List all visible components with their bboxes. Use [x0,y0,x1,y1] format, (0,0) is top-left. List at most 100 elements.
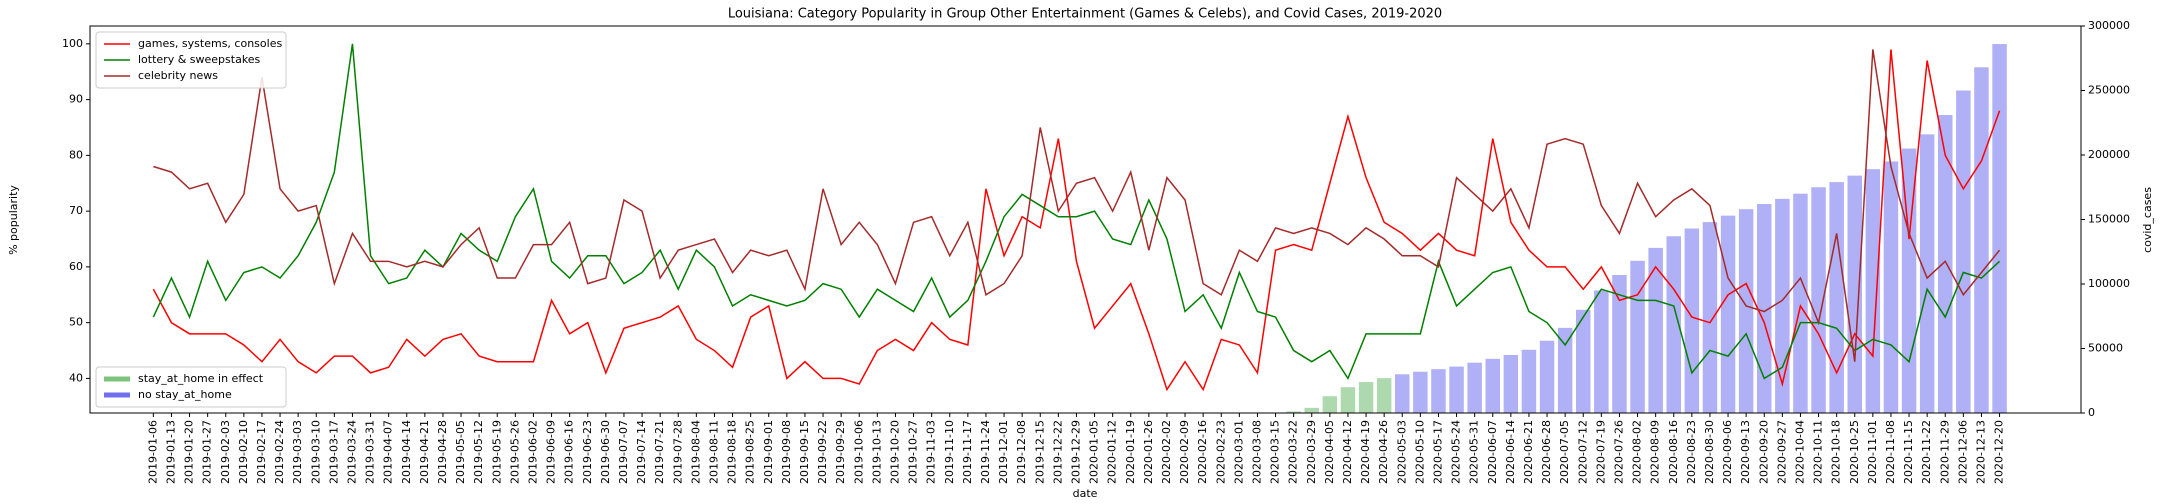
bar [1413,371,1428,413]
bar [1557,327,1573,413]
x-tick-label: 2019-07-14 [635,420,648,484]
line-series [153,49,2001,362]
x-tick-label: 2020-07-26 [1612,420,1625,484]
legend: games, systems, consoles lottery & sweeps… [95,31,287,89]
x-tick-label: 2019-02-03 [219,420,232,484]
x-tick-label: 2020-06-21 [1522,420,1535,484]
bar [1974,67,1989,413]
bar [1702,222,1718,413]
x-tick-label: 2019-01-27 [201,420,214,484]
x-tick-label: 2019-08-18 [726,420,739,484]
x-tick-label: 2019-11-10 [943,420,956,484]
bar [1358,382,1374,413]
x-tick-label: 2019-06-02 [526,420,539,484]
legend-label: no stay_at_home [138,388,232,401]
x-tick-label: 2019-05-12 [472,420,485,484]
x-tick-label: 2019-03-10 [309,420,322,484]
x-tick-label: 2020-01-26 [1142,420,1155,484]
x-tick-label: 2020-05-17 [1431,420,1444,484]
y-tick-label: 90 [69,93,83,106]
x-tick-label: 2020-06-28 [1540,420,1553,484]
x-tick-label: 2019-07-21 [653,420,666,484]
y-tick-label: 80 [69,148,83,161]
y2-axis-label: covid_cases [2141,187,2154,253]
x-tick-label: 2019-05-19 [490,420,503,484]
bar [1847,175,1862,413]
x-tick-label: 2020-08-09 [1649,420,1662,484]
bar [1648,247,1663,413]
bar [1395,374,1410,413]
bar [1829,182,1844,413]
x-tick-label: 2019-02-10 [237,420,250,484]
y-tick-label: 100 [62,37,83,50]
bar [1811,187,1826,413]
x-tick-label: 2019-01-06 [146,420,159,484]
y-tick-label: 50 [69,316,83,329]
y2-tick-label: 50000 [2088,342,2123,355]
bar [1521,349,1537,413]
bar [1720,215,1736,413]
x-tick-label: 2020-03-15 [1269,420,1282,484]
x-tick-label: 2019-08-25 [744,420,757,484]
x-tick-label: 2020-09-27 [1775,420,1788,484]
x-tick-label: 2019-11-03 [925,420,938,484]
bar [1992,44,2007,414]
bar [1883,161,1899,413]
line-series [152,43,2001,381]
x-tick-label: 2019-03-03 [291,420,304,484]
y2-tick-label: 300000 [2088,19,2130,32]
x-tick-label: 2019-12-15 [1033,420,1046,484]
x-tick-label: 2019-03-31 [364,420,377,484]
bar [1376,378,1392,413]
y2-tick-label: 150000 [2088,213,2130,226]
x-tick-label: 2020-11-29 [1938,420,1951,484]
x-tick-label: 2020-02-23 [1214,420,1227,484]
bar [1865,169,1881,413]
bar [1576,309,1591,413]
x-tick-label: 2019-04-28 [436,420,449,484]
x-tick-label: 2020-05-24 [1450,420,1463,484]
x-tick-label: 2019-12-29 [1069,420,1082,484]
x-tick-label: 2019-04-21 [418,420,431,484]
x-tick-label: 2020-12-06 [1956,420,1969,484]
bar [1919,134,1935,414]
bar [1738,209,1754,413]
x-tick-label: 2020-10-04 [1793,420,1806,484]
bar [1684,228,1700,413]
x-tick-label: 2019-10-27 [907,420,920,484]
y-tick-label: 60 [69,260,83,273]
bar [1431,369,1446,413]
x-tick-label: 2019-02-17 [255,420,268,484]
bar [1612,274,1627,413]
x-tick-label: 2020-01-05 [1088,420,1101,484]
x-tick-label: 2019-07-07 [617,420,630,484]
x-tick-label: 2019-09-01 [762,420,775,484]
x-tick-label: 2020-03-22 [1287,420,1300,484]
x-tick-label: 2019-10-06 [852,420,865,484]
bar [1539,340,1555,413]
x-tick-label: 2020-01-19 [1124,420,1137,484]
x-tick-label: 2019-01-20 [183,420,196,484]
bar [1793,193,1808,413]
x-tick-label: 2020-07-19 [1594,420,1607,484]
line-series [152,49,2001,392]
x-tick-label: 2020-12-20 [1993,420,2006,484]
legend-box [95,31,287,89]
x-tick-label: 2019-09-15 [798,420,811,484]
x-tick-label: 2020-01-12 [1106,420,1119,484]
x-tick-label: 2020-11-08 [1884,420,1897,484]
x-tick-label: 2019-07-28 [671,420,684,484]
legend-label: celebrity news [138,69,218,82]
x-tick-label: 2020-04-26 [1377,420,1390,484]
y-tick-label: 40 [69,371,83,384]
x-tick-label: 2020-06-07 [1486,420,1499,484]
x-tick-label: 2020-08-23 [1685,420,1698,484]
x-tick-label: 2019-09-08 [780,420,793,484]
legend-box [95,366,287,408]
x-tick-label: 2019-11-17 [961,420,974,484]
bar [1630,260,1645,413]
x-tick-label: 2019-10-13 [870,420,883,484]
x-tick-label: 2020-11-22 [1920,420,1933,484]
bar [1286,411,1301,413]
bar [1666,236,1681,413]
